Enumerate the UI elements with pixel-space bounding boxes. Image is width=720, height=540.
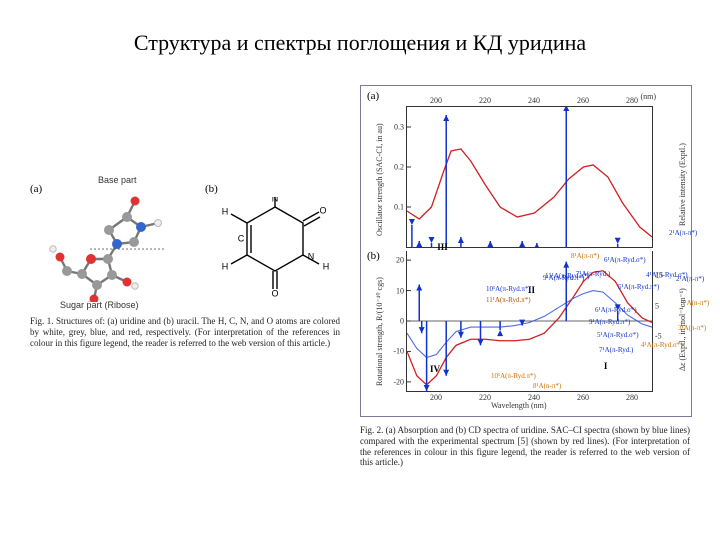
fig1-caption: Fig. 1. Structures of: (a) uridine and (… <box>30 316 340 348</box>
structures-box: (a) (b) Base part Sugar part (Ribose) <box>30 175 340 310</box>
fig2-sub-b: (b) <box>367 250 380 262</box>
y-top-right-label: Relative intensity (Exptl.) <box>678 126 687 226</box>
svg-text:H: H <box>222 261 229 271</box>
svg-text:C: C <box>238 233 245 243</box>
absorption-plot <box>407 107 652 247</box>
charts-panel: (a) (b) 0.10.20.3200220240260280 -20-100… <box>360 85 692 417</box>
svg-text:H: H <box>323 261 330 271</box>
y-bot-left-label: Rotational strength, R/(10⁻⁴⁰ cgs) <box>375 266 384 386</box>
base-part-label: Base part <box>98 175 137 185</box>
cd-plot <box>407 251 652 391</box>
uridine-structure <box>45 187 195 302</box>
svg-text:N: N <box>272 197 279 203</box>
uracil-structure: O O N N H H H H C <box>215 197 335 297</box>
page-title: Структура и спектры поглощения и КД урид… <box>0 30 720 56</box>
figure-1: (a) (b) Base part Sugar part (Ribose) <box>30 175 340 348</box>
figure-2: (a) (b) 0.10.20.3200220240260280 -20-100… <box>360 85 690 468</box>
absorption-chart: 0.10.20.3200220240260280 <box>406 106 653 248</box>
y-bot-right-label: Δε (Exptl., in mol⁻¹cm⁻¹) <box>678 271 687 371</box>
svg-text:O: O <box>319 205 326 215</box>
svg-text:H: H <box>222 206 229 216</box>
x-axis-label: Wavelength (nm) <box>491 401 547 410</box>
fig2-caption: Fig. 2. (a) Absorption and (b) CD spectr… <box>360 425 690 468</box>
cd-chart: -20-1001020-5515IIIIIIIV200220240260280 <box>406 251 653 392</box>
nm-top-label: (nm) <box>640 92 656 101</box>
annotation: 2¹A(π-π*) <box>669 229 697 237</box>
svg-text:O: O <box>271 288 278 297</box>
fig2-sub-a: (a) <box>367 90 379 102</box>
svg-text:N: N <box>308 251 315 261</box>
fig1-sub-a: (a) <box>30 183 42 195</box>
fig1-sub-b: (b) <box>205 183 218 195</box>
y-top-left-label: Oscillator strength (SAC-CI, in au) <box>375 116 384 236</box>
